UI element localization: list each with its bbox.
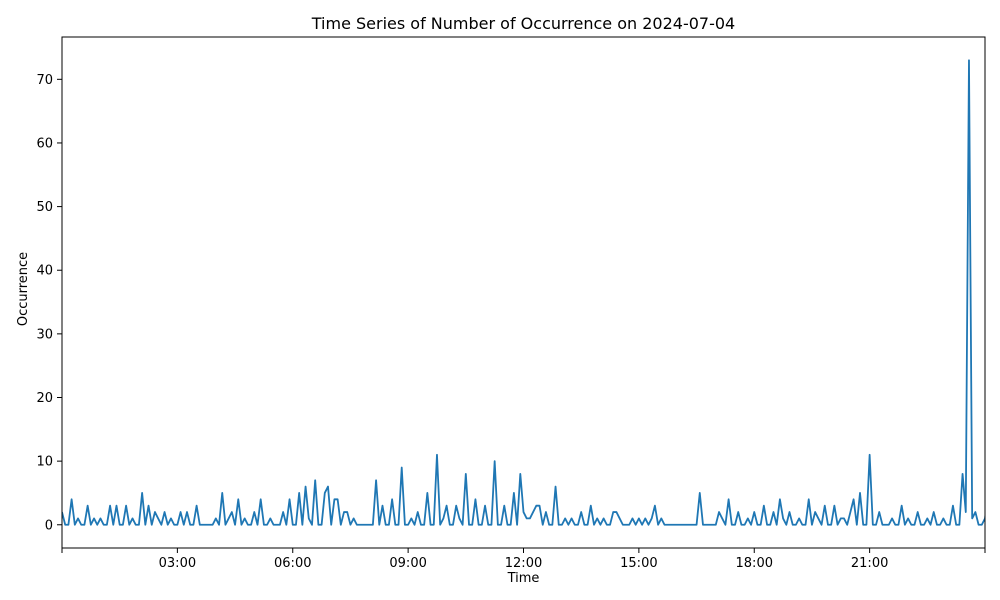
- y-tick-label: 20: [36, 391, 53, 406]
- y-axis-label: Occurrence: [16, 252, 31, 326]
- x-axis-label: Time: [507, 571, 540, 586]
- y-tick-label: 0: [45, 518, 53, 533]
- y-tick-label: 30: [36, 327, 53, 342]
- x-tick-label: 03:00: [159, 556, 196, 571]
- y-tick-label: 40: [36, 264, 53, 279]
- series-line: [62, 59, 985, 526]
- y-tick-label: 50: [36, 200, 53, 215]
- x-tick-label: 06:00: [274, 556, 311, 571]
- y-tick-label: 70: [36, 73, 53, 88]
- x-tick-label: 18:00: [736, 556, 773, 571]
- y-tick-label: 10: [36, 455, 53, 470]
- plot-area: 03:00 06:00 09:00 12:00 15:00 18:00 21:00 0 10 20…: [36, 36, 986, 571]
- chart-title: Time Series of Number of Occurrence on 2…: [311, 14, 735, 33]
- y-tick-label: 60: [36, 136, 53, 151]
- x-tick-label: 12:00: [505, 556, 542, 571]
- x-tick-label: 21:00: [851, 556, 888, 571]
- axes-frame: [61, 36, 986, 549]
- x-tick-label: 09:00: [389, 556, 426, 571]
- x-tick-label: 15:00: [620, 556, 657, 571]
